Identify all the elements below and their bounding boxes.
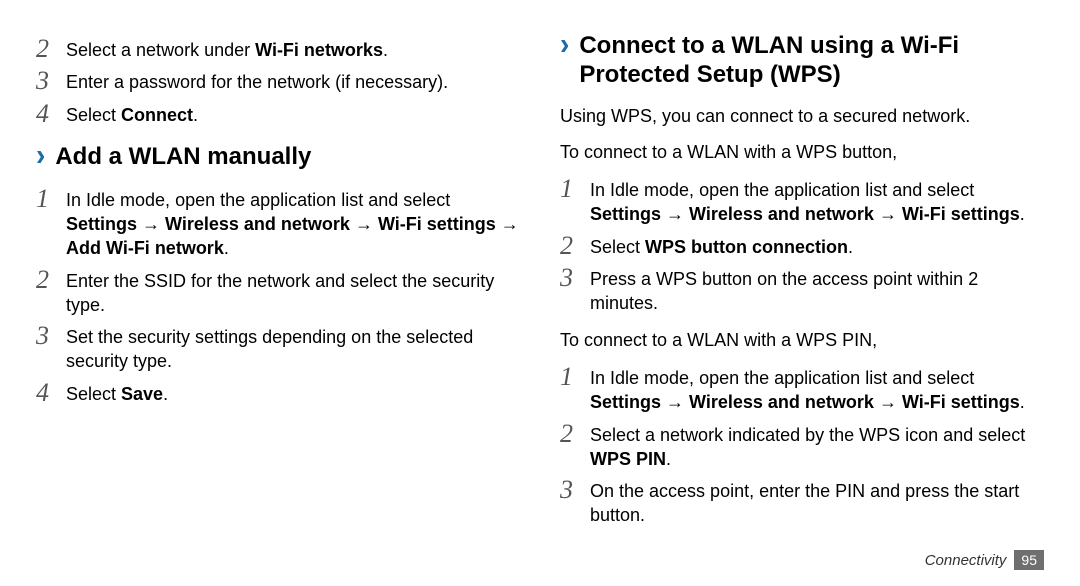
chevron-icon: › <box>36 139 45 170</box>
intro-text: To connect to a WLAN with a WPS PIN, <box>560 328 1044 352</box>
heading-text: Add a WLAN manually <box>55 143 311 172</box>
step: 3Enter a password for the network (if ne… <box>36 68 520 94</box>
left-column: 2Select a network under Wi-Fi networks.3… <box>36 30 520 562</box>
step-text: Select WPS button connection. <box>590 233 853 259</box>
step-text: Select Connect. <box>66 101 198 127</box>
page-number: 95 <box>1014 550 1044 570</box>
step-text: Select a network indicated by the WPS ic… <box>590 421 1044 472</box>
step-text: Press a WPS button on the access point w… <box>590 265 1044 316</box>
heading-text: Connect to a WLAN using a Wi-Fi Protecte… <box>579 32 1044 90</box>
step: 1In Idle mode, open the application list… <box>560 364 1044 415</box>
page: 2Select a network under Wi-Fi networks.3… <box>0 0 1080 586</box>
step: 3Press a WPS button on the access point … <box>560 265 1044 316</box>
intro-text: To connect to a WLAN with a WPS button, <box>560 140 1044 164</box>
step: 2Select a network under Wi-Fi networks. <box>36 36 520 62</box>
section-heading: › Add a WLAN manually <box>36 141 520 172</box>
step: 1In Idle mode, open the application list… <box>560 176 1044 227</box>
step: 4Select Connect. <box>36 101 520 127</box>
step-number: 2 <box>36 267 66 293</box>
step: 2Select a network indicated by the WPS i… <box>560 421 1044 472</box>
footer: Connectivity 95 <box>925 550 1044 570</box>
step: 3On the access point, enter the PIN and … <box>560 477 1044 528</box>
step: 2Select WPS button connection. <box>560 233 1044 259</box>
step-number: 1 <box>36 186 66 212</box>
step-number: 3 <box>560 265 590 291</box>
chapter-label: Connectivity <box>925 552 1007 569</box>
step: 3Set the security settings depending on … <box>36 323 520 374</box>
step: 1In Idle mode, open the application list… <box>36 186 520 261</box>
chevron-icon: › <box>560 29 569 60</box>
right-column: › Connect to a WLAN using a Wi-Fi Protec… <box>560 30 1044 562</box>
left-steps: 1In Idle mode, open the application list… <box>36 180 520 412</box>
step-text: Set the security settings depending on t… <box>66 323 520 374</box>
step-number: 4 <box>36 101 66 127</box>
pre-steps: 2Select a network under Wi-Fi networks.3… <box>36 30 520 133</box>
step-text: Enter a password for the network (if nec… <box>66 68 448 94</box>
intro-text: Using WPS, you can connect to a secured … <box>560 104 1044 128</box>
step-number: 3 <box>560 477 590 503</box>
step-number: 2 <box>36 36 66 62</box>
step: 2Enter the SSID for the network and sele… <box>36 267 520 318</box>
right-steps-a: 1In Idle mode, open the application list… <box>560 170 1044 321</box>
step-text: In Idle mode, open the application list … <box>66 186 520 261</box>
step-number: 3 <box>36 323 66 349</box>
step-text: Enter the SSID for the network and selec… <box>66 267 520 318</box>
step-number: 2 <box>560 421 590 447</box>
step-number: 1 <box>560 364 590 390</box>
step-number: 4 <box>36 380 66 406</box>
step-text: In Idle mode, open the application list … <box>590 176 1044 227</box>
step-number: 1 <box>560 176 590 202</box>
step-number: 3 <box>36 68 66 94</box>
step-text: Select Save. <box>66 380 168 406</box>
step-text: In Idle mode, open the application list … <box>590 364 1044 415</box>
step-text: Select a network under Wi-Fi networks. <box>66 36 388 62</box>
step-text: On the access point, enter the PIN and p… <box>590 477 1044 528</box>
step: 4Select Save. <box>36 380 520 406</box>
section-heading: › Connect to a WLAN using a Wi-Fi Protec… <box>560 30 1044 90</box>
step-number: 2 <box>560 233 590 259</box>
right-steps-b: 1In Idle mode, open the application list… <box>560 358 1044 534</box>
